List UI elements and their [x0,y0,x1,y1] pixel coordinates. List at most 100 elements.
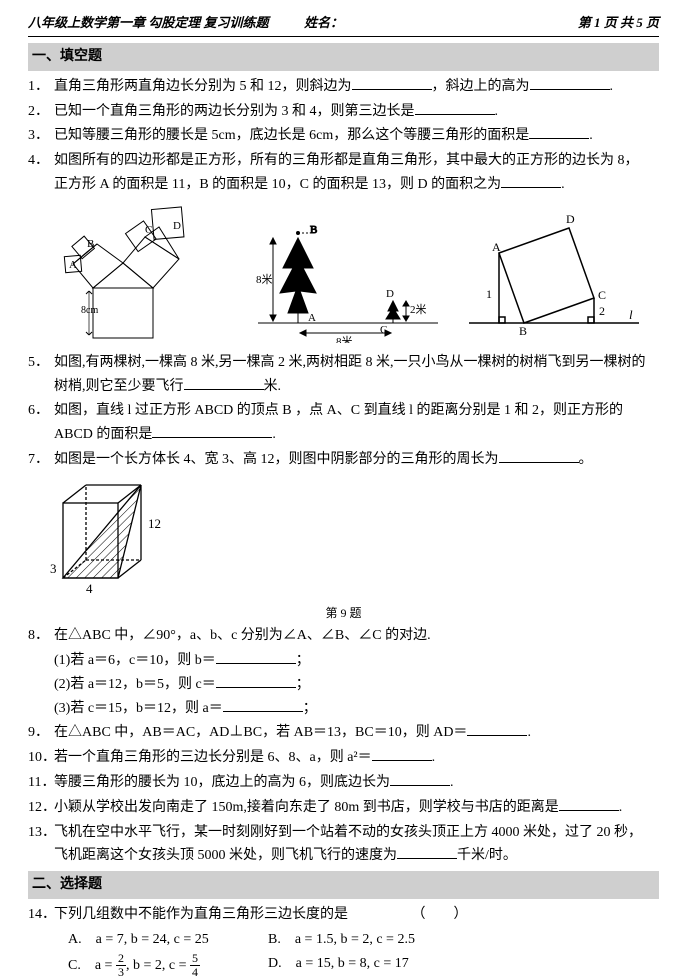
label-3: 3 [50,561,57,576]
text: . [450,775,454,790]
figure-q5: B 8米 A D C 2米 8米 [238,213,448,343]
question-2: 2． 已知一个直角三角形的两边长分别为 3 和 4，则第三边长是. [28,100,659,124]
question-10: 10． 若一个直角三角形的三边长分别是 6、8、a，则 a²＝. [28,746,659,770]
svg-text:8米: 8米 [336,335,353,343]
text: , b = 2, c = [126,958,190,973]
question-6: 6． 如图，直线 l 过正方形 ABCD 的顶点 B ，点 A、C 到直线 l … [28,399,659,447]
section-1-title: 一、填空题 [28,43,659,71]
option-c: C. a = 23, b = 2, c = 54 [68,952,268,979]
q-body: 如图所有的四边形都是正方形，所有的三角形都是直角三角形，其中最大的正方形的边长为… [54,149,659,197]
text: 等腰三角形的腰长为 10，底边上的高为 6，则底边长为 [54,775,390,790]
text: 正方形 A 的面积是 11，B 的面积是 10，C 的面积是 13，则 D 的面… [54,177,501,192]
text: 如图是一个长方体长 4、宽 3、高 12，则图中阴影部分的三角形的周长为 [54,452,499,467]
text: . [561,177,565,192]
svg-text:A: A [492,240,501,254]
figure-q4: 8cm A B C D [28,203,238,343]
text: ； [296,677,310,692]
blank [559,797,619,811]
question-12: 12． 小颖从学校出发向南走了 150m,接着向东走了 80m 到书店，则学校与… [28,796,659,820]
q-body: 若一个直角三角形的三边长分别是 6、8、a，则 a²＝. [54,746,659,770]
text: (1)若 a＝6，c＝10，则 b＝ [54,653,216,668]
figure-q6: A B C D 1 2 l [449,203,659,343]
text: . [432,750,436,765]
q-body: 小颖从学校出发向南走了 150m,接着向东走了 80m 到书店，则学校与书店的距… [54,796,659,820]
q-body: 如图,有两棵树,一棵高 8 米,另一棵高 2 米,两树相距 8 米,一只小鸟从一… [54,351,659,399]
blank [390,772,450,786]
option-a: A. a = 7, b = 24, c = 25 [68,928,268,952]
text: 飞机在空中水平飞行，某一时刻刚好到一个站着不动的女孩头顶正上方 4000 米处，… [54,825,642,840]
text: 如图所有的四边形都是正方形，所有的三角形都是直角三角形，其中最大的正方形的边长为… [54,153,639,168]
question-9: 9． 在△ABC 中，AB＝AC，AD⊥BC，若 AB＝13，BC＝10，则 A… [28,721,659,745]
q-body: 下列几组数中不能作为直角三角形三边长度的是 （ ） [54,903,659,927]
blank [415,101,495,115]
q-body: 等腰三角形的腰长为 10，底边上的高为 6，则底边长为. [54,771,659,795]
text: 已知一个直角三角形的两边长分别为 3 和 4，则第三边长是 [54,104,415,119]
text: 如图，直线 l 过正方形 ABCD 的顶点 B ，点 A、C 到直线 l 的距离… [54,403,623,418]
q-num: 6． [28,399,54,447]
label-D: D [173,220,181,232]
blank [216,650,296,664]
question-4: 4． 如图所有的四边形都是正方形，所有的三角形都是直角三角形，其中最大的正方形的… [28,149,659,197]
question-11: 11． 等腰三角形的腰长为 10，底边上的高为 6，则底边长为. [28,771,659,795]
text: 飞机距离这个女孩头顶 5000 米处，则飞机飞行的速度为 [54,848,397,863]
text: ABCD 的面积是 [54,427,152,442]
label-4: 4 [86,581,93,596]
q-body: 已知等腰三角形的腰长是 5cm，底边长是 6cm，那么这个等腰三角形的面积是. [54,124,659,148]
text: 树梢,则它至少要飞行 [54,379,184,394]
text: (3)若 c＝15，b＝12，则 a＝ [54,701,223,716]
question-5: 5． 如图,有两棵树,一棵高 8 米,另一棵高 2 米,两树相距 8 米,一只小… [28,351,659,399]
text: 千米/时。 [457,848,517,863]
svg-text:A: A [308,312,316,324]
text: 在△ABC 中，∠90°，a、b、c 分别为∠A、∠B、∠C 的对边. [54,628,431,643]
q-num: 11． [28,771,54,795]
blank [223,698,303,712]
text: ； [296,653,310,668]
svg-text:2米: 2米 [410,303,427,316]
label-B: B [87,238,94,250]
q8-sub3: (3)若 c＝15，b＝12，则 a＝； [28,697,659,721]
q-num: 13． [28,821,54,869]
svg-text:D: D [566,212,575,226]
blank [499,449,579,463]
label-12: 12 [148,516,161,531]
q8-sub1: (1)若 a＝6，c＝10，则 b＝ ； [28,649,659,673]
q-body: 在△ABC 中，AB＝AC，AD⊥BC，若 AB＝13，BC＝10，则 AD＝. [54,721,659,745]
blank [216,674,296,688]
q-num: 8． [28,624,54,648]
option-d: D. a = 15, b = 8, c = 17 [268,952,468,979]
svg-text:l: l [629,307,633,322]
blank [501,174,561,188]
svg-text:8米: 8米 [256,273,273,286]
question-3: 3． 已知等腰三角形的腰长是 5cm，底边长是 6cm，那么这个等腰三角形的面积… [28,124,659,148]
q-body: 飞机在空中水平飞行，某一时刻刚好到一个站着不动的女孩头顶正上方 4000 米处，… [54,821,659,869]
text: . [272,427,276,442]
q-num: 9． [28,721,54,745]
q-num: 3． [28,124,54,148]
text: 若一个直角三角形的三边长分别是 6、8、a，则 a²＝ [54,750,372,765]
q-num: 2． [28,100,54,124]
text: 。 [579,452,593,467]
figure-caption: 第 9 题 [28,603,659,623]
blank [184,376,264,390]
text: . [619,800,623,815]
text: 小颖从学校出发向南走了 150m,接着向东走了 80m 到书店，则学校与书店的距… [54,800,559,815]
q-num: 12． [28,796,54,820]
svg-text:C: C [598,288,606,302]
question-13: 13． 飞机在空中水平飞行，某一时刻刚好到一个站着不动的女孩头顶正上方 4000… [28,821,659,869]
doc-title: 八年级上数学第一章 勾股定理 复习训练题 [28,12,304,34]
text: 已知等腰三角形的腰长是 5cm，底边长是 6cm，那么这个等腰三角形的面积是 [54,128,529,143]
svg-text:B: B [310,224,317,236]
svg-text:2: 2 [599,304,605,318]
q-num: 7． [28,448,54,472]
q-num: 4． [28,149,54,197]
text: . [527,725,531,740]
text: . [589,128,593,143]
text: 下列几组数中不能作为直角三角形三边长度的是 [54,907,348,922]
q-body: 已知一个直角三角形的两边长分别为 3 和 4，则第三边长是. [54,100,659,124]
question-14: 14． 下列几组数中不能作为直角三角形三边长度的是 （ ） [28,903,659,927]
page-header: 八年级上数学第一章 勾股定理 复习训练题 姓名： 第 1 页 共 5 页 [28,12,659,37]
paren: （ ） [412,907,468,922]
blank [372,747,432,761]
question-8: 8． 在△ABC 中，∠90°，a、b、c 分别为∠A、∠B、∠C 的对边. [28,624,659,648]
q-num: 1． [28,75,54,99]
